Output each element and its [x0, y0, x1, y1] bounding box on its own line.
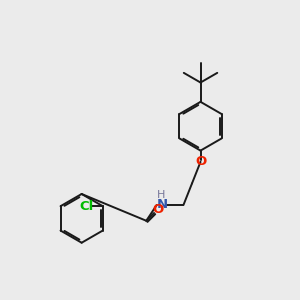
- Text: N: N: [157, 199, 168, 212]
- Text: O: O: [152, 203, 164, 216]
- Text: H: H: [157, 190, 166, 200]
- Text: O: O: [195, 155, 206, 168]
- Text: Cl: Cl: [79, 200, 94, 213]
